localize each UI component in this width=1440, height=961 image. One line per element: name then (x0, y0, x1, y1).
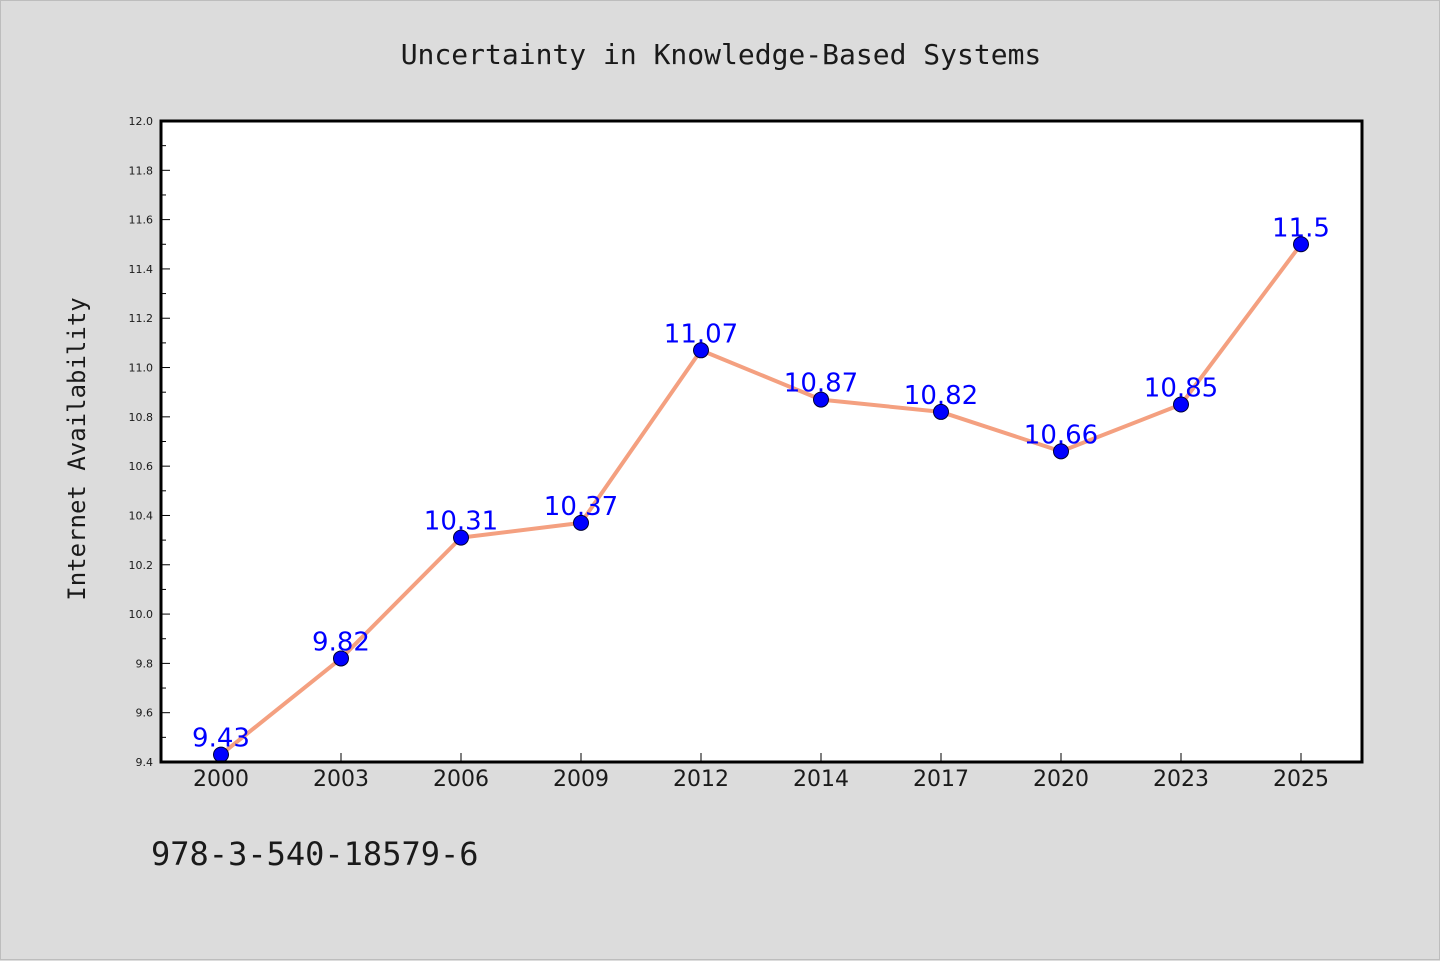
x-tick-label: 2006 (433, 767, 489, 792)
y-tick-label: 10.2 (129, 559, 154, 572)
x-tick-label: 2003 (313, 767, 369, 792)
data-point (573, 514, 589, 531)
y-tick-label: 10.8 (129, 411, 154, 424)
plot-area (161, 121, 1362, 762)
data-point (813, 391, 829, 408)
data-label: 9.43 (192, 724, 250, 754)
y-tick-label: 9.8 (136, 657, 154, 670)
data-labels: 9.43 9.82 10.31 10.37 11.07 10.87 10.82 10.66 10… (192, 213, 1330, 753)
x-tick-label: 2012 (673, 767, 729, 792)
data-label: 11.07 (664, 319, 738, 349)
x-tick-label: 2025 (1273, 767, 1329, 792)
y-tick-label: 11.2 (129, 312, 154, 325)
data-point (1053, 443, 1069, 460)
data-point (1173, 396, 1189, 413)
data-point (933, 403, 949, 420)
y-tick-label: 10.4 (129, 509, 154, 522)
y-tick-label: 11.8 (129, 164, 154, 177)
y-axis-label: Internet Availability (63, 297, 91, 600)
data-point (333, 650, 349, 667)
data-label: 10.82 (904, 381, 978, 411)
y-tick-label: 11.4 (129, 263, 154, 276)
y-tick-label: 12.0 (129, 115, 154, 128)
y-tick-label: 10.0 (129, 608, 154, 621)
chart-title: Uncertainty in Knowledge-Based Systems (401, 38, 1042, 71)
y-tick-label: 10.6 (129, 460, 154, 473)
x-axis: 2000 2003 2006 2009 2012 2014 2017 2020 2023 2025 (193, 753, 1329, 792)
y-axis: 9.4 9.6 9.8 10.0 10.2 10.4 10.6 10.8 11.0 11.2 11.… (129, 115, 170, 769)
x-tick-label: 2017 (913, 767, 969, 792)
data-label: 10.37 (544, 492, 618, 522)
data-point (693, 342, 709, 359)
y-tick-label: 9.4 (136, 756, 154, 769)
data-label: 10.66 (1024, 420, 1098, 450)
data-markers (213, 236, 1309, 763)
data-label: 11.5 (1272, 213, 1330, 243)
data-label: 10.31 (424, 507, 498, 537)
x-tick-label: 2023 (1153, 767, 1209, 792)
x-tick-label: 2009 (553, 767, 609, 792)
footer-isbn: 978-3-540-18579-6 (151, 835, 479, 873)
data-point (1293, 236, 1309, 253)
y-tick-label: 11.0 (129, 362, 154, 375)
plot-frame (159, 119, 1364, 764)
y-tick-label: 11.6 (129, 214, 154, 227)
data-label: 10.85 (1144, 374, 1218, 404)
y-tick-label: 9.6 (136, 707, 154, 720)
data-label: 10.87 (784, 369, 858, 399)
data-point (453, 529, 469, 546)
x-tick-label: 2000 (193, 767, 249, 792)
series-line (219, 243, 1303, 757)
x-tick-label: 2020 (1033, 767, 1089, 792)
data-label: 9.82 (312, 627, 370, 657)
x-tick-label: 2014 (793, 767, 849, 792)
